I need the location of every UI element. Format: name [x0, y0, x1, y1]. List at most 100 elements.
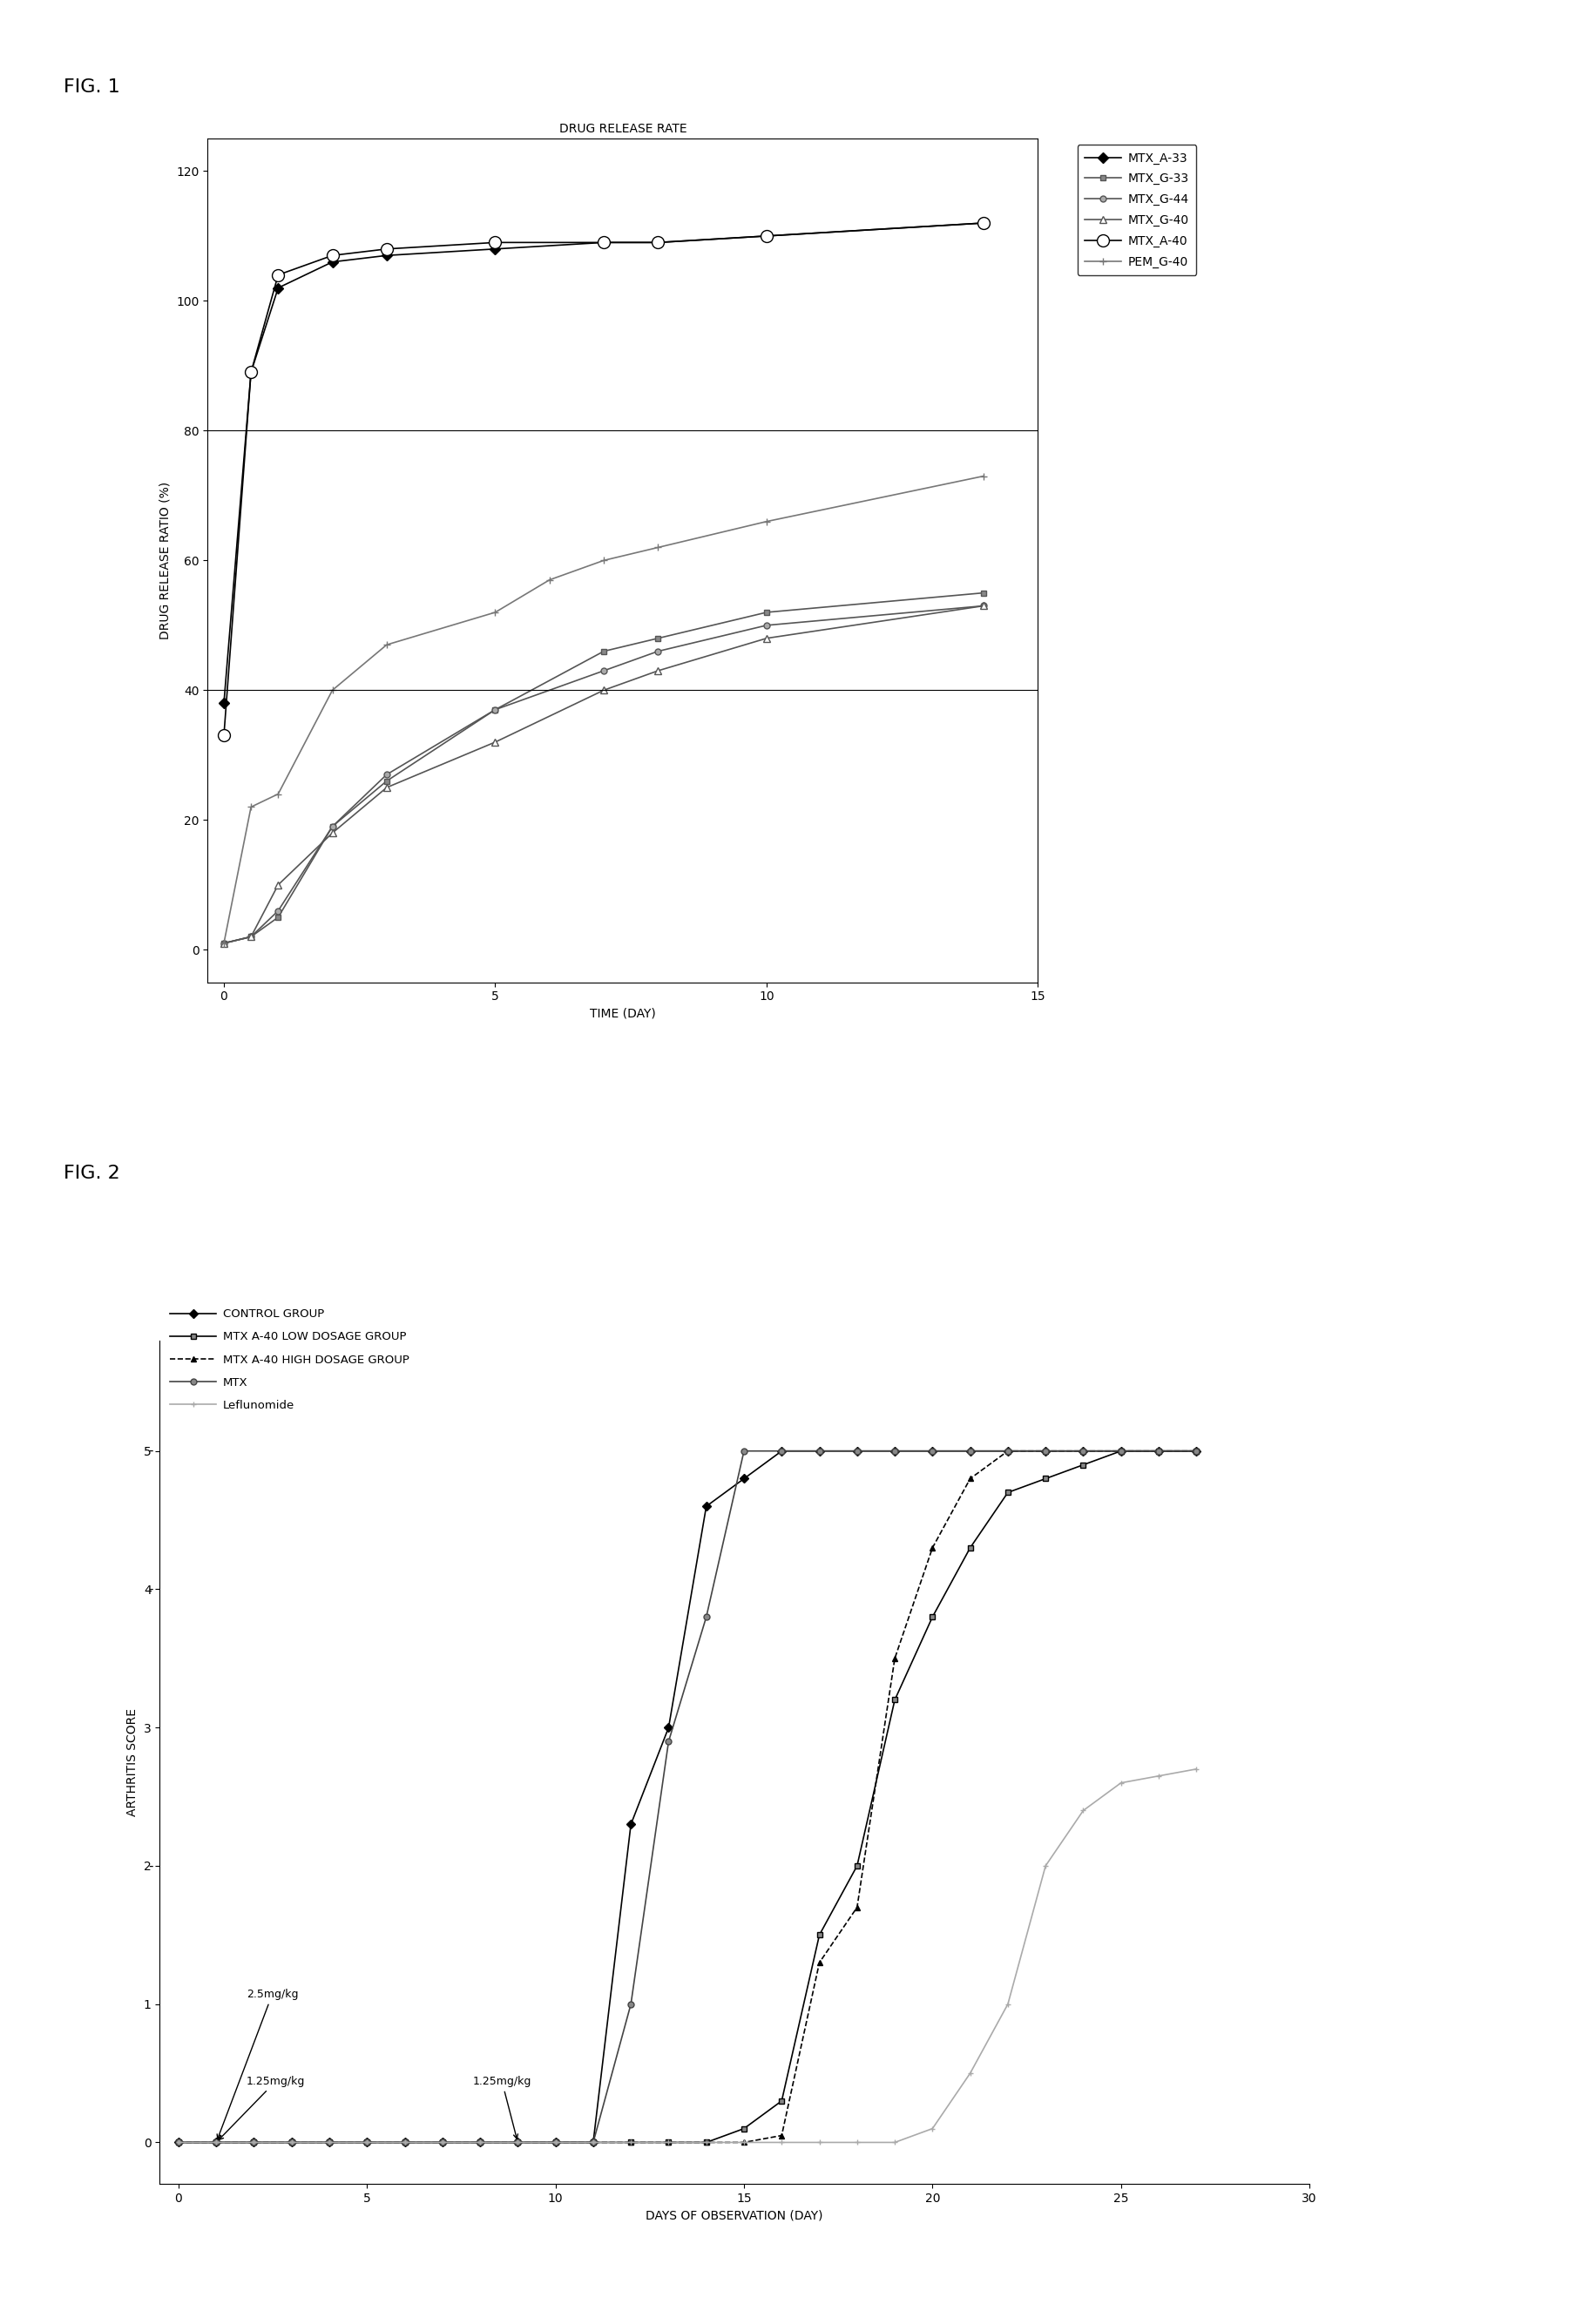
MTX A-40 HIGH DOSAGE GROUP [922, 1535, 942, 1562]
MTX_A-33 [594, 229, 613, 257]
CONTROL GROUP [1149, 1437, 1168, 1465]
Line: MTX: MTX [176, 1449, 1199, 2145]
CONTROL GROUP [884, 1437, 903, 1465]
MTX_G-40 [268, 871, 287, 899]
CONTROL GROUP [772, 1437, 792, 1465]
PEM_G-40 [268, 781, 287, 809]
Y-axis label: DRUG RELEASE RATIO (%): DRUG RELEASE RATIO (%) [160, 481, 171, 640]
CONTROL GROUP [847, 1437, 867, 1465]
Text: FIG. 1: FIG. 1 [64, 79, 120, 97]
MTX [659, 1729, 678, 1756]
MTX_G-44 [377, 760, 396, 788]
Line: Leflunomide: Leflunomide [176, 1766, 1199, 2145]
MTX A-40 LOW DOSAGE GROUP [922, 1604, 942, 1632]
MTX [621, 1990, 640, 2018]
Text: -: - [148, 1860, 153, 1872]
MTX [772, 1437, 792, 1465]
Leflunomide [998, 1990, 1017, 2018]
MTX_A-40 [268, 261, 287, 289]
MTX_A-40 [648, 229, 667, 257]
Leflunomide [884, 2128, 903, 2156]
MTX A-40 LOW DOSAGE GROUP [546, 2128, 565, 2156]
MTX A-40 LOW DOSAGE GROUP [998, 1479, 1017, 1507]
MTX_G-40 [757, 624, 776, 652]
MTX_G-40 [648, 656, 667, 684]
MTX_G-44 [648, 638, 667, 666]
MTX [206, 2128, 225, 2156]
MTX_G-33 [322, 813, 342, 841]
MTX_A-40 [322, 243, 342, 270]
Leflunomide [583, 2128, 602, 2156]
MTX_A-33 [974, 210, 993, 238]
MTX_G-40 [241, 922, 260, 950]
Line: PEM_G-40: PEM_G-40 [220, 471, 986, 948]
MTX A-40 LOW DOSAGE GROUP [961, 1535, 980, 1562]
MTX A-40 HIGH DOSAGE GROUP [696, 2128, 715, 2156]
PEM_G-40 [757, 508, 776, 536]
MTX_A-33 [214, 689, 233, 716]
MTX [583, 2128, 602, 2156]
CONTROL GROUP [696, 1493, 715, 1521]
Leflunomide [1111, 1768, 1130, 1796]
Line: MTX A-40 HIGH DOSAGE GROUP: MTX A-40 HIGH DOSAGE GROUP [176, 1449, 1199, 2145]
MTX_G-33 [377, 767, 396, 795]
CONTROL GROUP [659, 1715, 678, 1742]
Leflunomide [433, 2128, 452, 2156]
MTX_A-40 [241, 358, 260, 386]
Leflunomide [471, 2128, 490, 2156]
MTX A-40 LOW DOSAGE GROUP [169, 2128, 188, 2156]
CONTROL GROUP [394, 2128, 413, 2156]
MTX_A-33 [485, 236, 504, 263]
MTX A-40 LOW DOSAGE GROUP [206, 2128, 225, 2156]
MTX [508, 2128, 527, 2156]
Leflunomide [772, 2128, 792, 2156]
MTX_G-33 [974, 580, 993, 608]
MTX_A-40 [594, 229, 613, 257]
CONTROL GROUP [922, 1437, 942, 1465]
MTX A-40 LOW DOSAGE GROUP [809, 1920, 828, 1948]
MTX_G-40 [322, 818, 342, 846]
MTX A-40 LOW DOSAGE GROUP [1149, 1437, 1168, 1465]
MTX_A-33 [757, 222, 776, 250]
Leflunomide [1186, 1754, 1205, 1782]
MTX A-40 HIGH DOSAGE GROUP [961, 1465, 980, 1493]
CONTROL GROUP [206, 2128, 225, 2156]
MTX A-40 LOW DOSAGE GROUP [734, 2115, 753, 2142]
MTX A-40 LOW DOSAGE GROUP [659, 2128, 678, 2156]
Text: -: - [148, 1444, 153, 1458]
X-axis label: TIME (DAY): TIME (DAY) [589, 1008, 656, 1019]
MTX_A-40 [757, 222, 776, 250]
MTX_A-33 [268, 275, 287, 303]
MTX A-40 LOW DOSAGE GROUP [1111, 1437, 1130, 1465]
Text: FIG. 2: FIG. 2 [64, 1165, 120, 1183]
MTX A-40 HIGH DOSAGE GROUP [583, 2128, 602, 2156]
Leflunomide [1073, 1796, 1092, 1823]
CONTROL GROUP [319, 2128, 338, 2156]
MTX A-40 LOW DOSAGE GROUP [358, 2128, 377, 2156]
MTX [394, 2128, 413, 2156]
MTX A-40 HIGH DOSAGE GROUP [809, 1948, 828, 1976]
MTX A-40 HIGH DOSAGE GROUP [546, 2128, 565, 2156]
MTX [1073, 1437, 1092, 1465]
MTX_A-40 [377, 236, 396, 263]
MTX_G-44 [214, 929, 233, 957]
CONTROL GROUP [282, 2128, 302, 2156]
MTX A-40 HIGH DOSAGE GROUP [734, 2128, 753, 2156]
MTX A-40 LOW DOSAGE GROUP [471, 2128, 490, 2156]
MTX A-40 HIGH DOSAGE GROUP [1149, 1437, 1168, 1465]
Line: MTX_G-40: MTX_G-40 [220, 603, 986, 948]
MTX_A-33 [241, 358, 260, 386]
MTX [282, 2128, 302, 2156]
CONTROL GROUP [471, 2128, 490, 2156]
Text: 1.25mg/kg: 1.25mg/kg [472, 2075, 531, 2138]
MTX [1111, 1437, 1130, 1465]
Leflunomide [169, 2128, 188, 2156]
MTX [471, 2128, 490, 2156]
Text: 2.5mg/kg: 2.5mg/kg [217, 1987, 298, 2140]
MTX [358, 2128, 377, 2156]
CONTROL GROUP [546, 2128, 565, 2156]
Leflunomide [696, 2128, 715, 2156]
PEM_G-40 [214, 929, 233, 957]
CONTROL GROUP [169, 2128, 188, 2156]
MTX A-40 HIGH DOSAGE GROUP [621, 2128, 640, 2156]
